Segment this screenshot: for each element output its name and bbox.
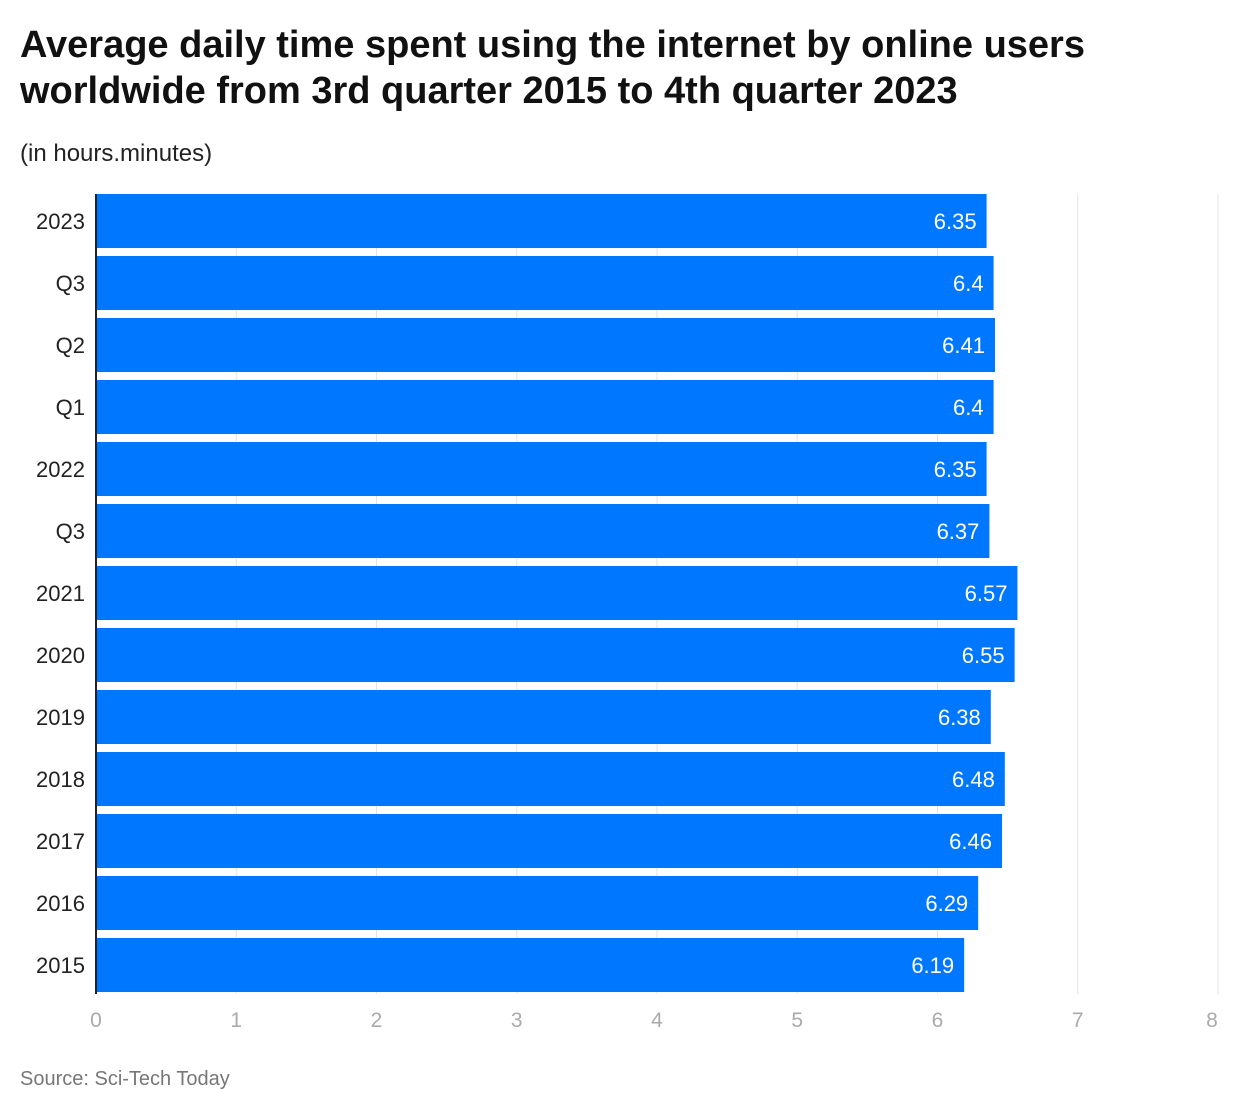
data-label: 6.19	[911, 953, 954, 978]
data-label: 6.35	[934, 209, 977, 234]
x-tick-label: 1	[230, 1009, 242, 1032]
category-label: 2015	[36, 953, 85, 978]
category-label: Q3	[56, 271, 85, 296]
bar	[96, 938, 965, 992]
x-tick-label: 6	[932, 1009, 944, 1032]
data-label: 6.29	[925, 891, 968, 916]
bar	[96, 566, 1018, 620]
data-label: 6.46	[949, 829, 992, 854]
x-tick-label: 0	[90, 1009, 102, 1032]
bar	[96, 194, 987, 248]
x-tick-label: 5	[791, 1009, 803, 1032]
category-label: 2022	[36, 457, 85, 482]
bar	[96, 380, 994, 434]
category-label: Q3	[56, 519, 85, 544]
bar	[96, 814, 1003, 868]
bar	[96, 442, 987, 496]
data-label: 6.48	[952, 767, 995, 792]
data-label: 6.55	[962, 643, 1005, 668]
data-label: 6.4	[953, 395, 984, 420]
data-label: 6.37	[937, 519, 980, 544]
category-label: 2016	[36, 891, 85, 916]
category-label: 2021	[36, 581, 85, 606]
bar	[96, 504, 990, 558]
category-label: 2018	[36, 767, 85, 792]
x-tick-label: 7	[1072, 1009, 1084, 1032]
category-label: Q2	[56, 333, 85, 358]
category-label: 2019	[36, 705, 85, 730]
bar	[96, 876, 979, 930]
chart-subtitle: (in hours.minutes)	[20, 140, 213, 167]
bar	[96, 752, 1005, 806]
source-note: Source: Sci-Tech Today	[20, 1068, 230, 1090]
data-label: 6.35	[934, 457, 977, 482]
bar	[96, 690, 991, 744]
data-label: 6.57	[965, 581, 1008, 606]
x-tick-label: 3	[511, 1009, 523, 1032]
data-label: 6.38	[938, 705, 981, 730]
x-tick-label: 2	[371, 1009, 383, 1032]
category-label: 2017	[36, 829, 85, 854]
bar	[96, 256, 994, 310]
bar	[96, 628, 1015, 682]
chart-title: Average daily time spent using the inter…	[20, 24, 1085, 112]
category-label: Q1	[56, 395, 85, 420]
x-tick-label: 4	[651, 1009, 663, 1032]
bar	[96, 318, 996, 372]
x-tick-label: 8	[1206, 1009, 1218, 1032]
data-label: 6.41	[942, 333, 985, 358]
category-label: 2023	[36, 209, 85, 234]
data-label: 6.4	[953, 271, 984, 296]
category-label: 2020	[36, 643, 85, 668]
